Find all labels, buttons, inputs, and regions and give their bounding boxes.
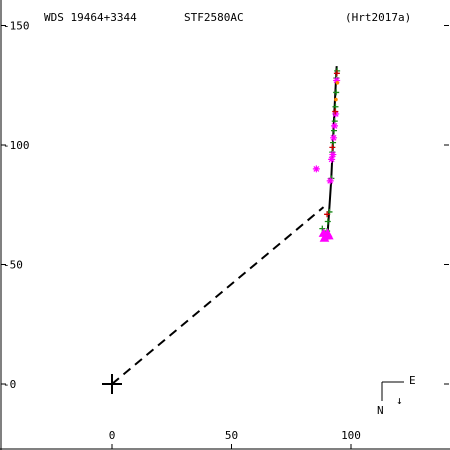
origin-marker-group	[102, 374, 122, 394]
point-plus-marker	[332, 108, 339, 115]
point-asterisk-marker	[333, 76, 341, 84]
compass-north-label: N	[377, 404, 384, 417]
point-dot-marker	[335, 81, 340, 85]
projection-line	[111, 206, 325, 385]
header-reference: (Hrt2017a)	[345, 11, 411, 24]
point-plus-marker	[333, 70, 340, 77]
compass-corner	[381, 381, 404, 401]
compass-east-label: E	[409, 374, 416, 387]
series-red-plus	[324, 70, 340, 218]
x-tick-label: 50	[225, 429, 238, 442]
point-asterisk-marker	[326, 177, 334, 185]
series-orange-dot	[334, 81, 340, 102]
trend-line-group	[326, 66, 338, 241]
point-asterisk-marker	[329, 151, 337, 159]
header-labels: WDS 19464+3344 STF2580AC (Hrt2017a)	[44, 11, 411, 24]
y-tick-label: -0	[3, 378, 16, 391]
point-triangle-marker	[323, 230, 334, 240]
y-tick-label: -150	[3, 20, 30, 33]
compass-indicator: E N ↓	[377, 374, 416, 417]
projection-line-group	[111, 206, 325, 385]
point-dot-marker	[334, 97, 338, 102]
data-series	[312, 67, 341, 242]
trend-line	[326, 66, 338, 241]
compass-north-arrow: ↓	[396, 394, 403, 407]
x-tick-label: 0	[109, 429, 116, 442]
y-tick-label: -50	[3, 259, 23, 272]
point-plus-marker	[333, 89, 340, 96]
point-plus-marker	[329, 144, 336, 151]
point-asterisk-marker	[331, 122, 339, 130]
header-designation: STF2580AC	[184, 11, 244, 24]
point-asterisk-marker	[328, 155, 336, 163]
y-tick-label: -100	[3, 139, 30, 152]
series-magenta-triangle	[318, 228, 334, 242]
x-tick-label: 100	[341, 429, 361, 442]
x-tick-labels: 0 50 100	[109, 429, 361, 442]
header-identifier: WDS 19464+3344	[44, 11, 137, 24]
point-asterisk-marker	[330, 134, 338, 142]
point-asterisk-marker	[312, 165, 320, 173]
y-tick-labels: -0 -50 -100 -150	[3, 20, 30, 392]
point-plus-marker	[324, 218, 331, 225]
axis-ticks	[1, 25, 449, 449]
point-plus-marker	[324, 211, 331, 218]
